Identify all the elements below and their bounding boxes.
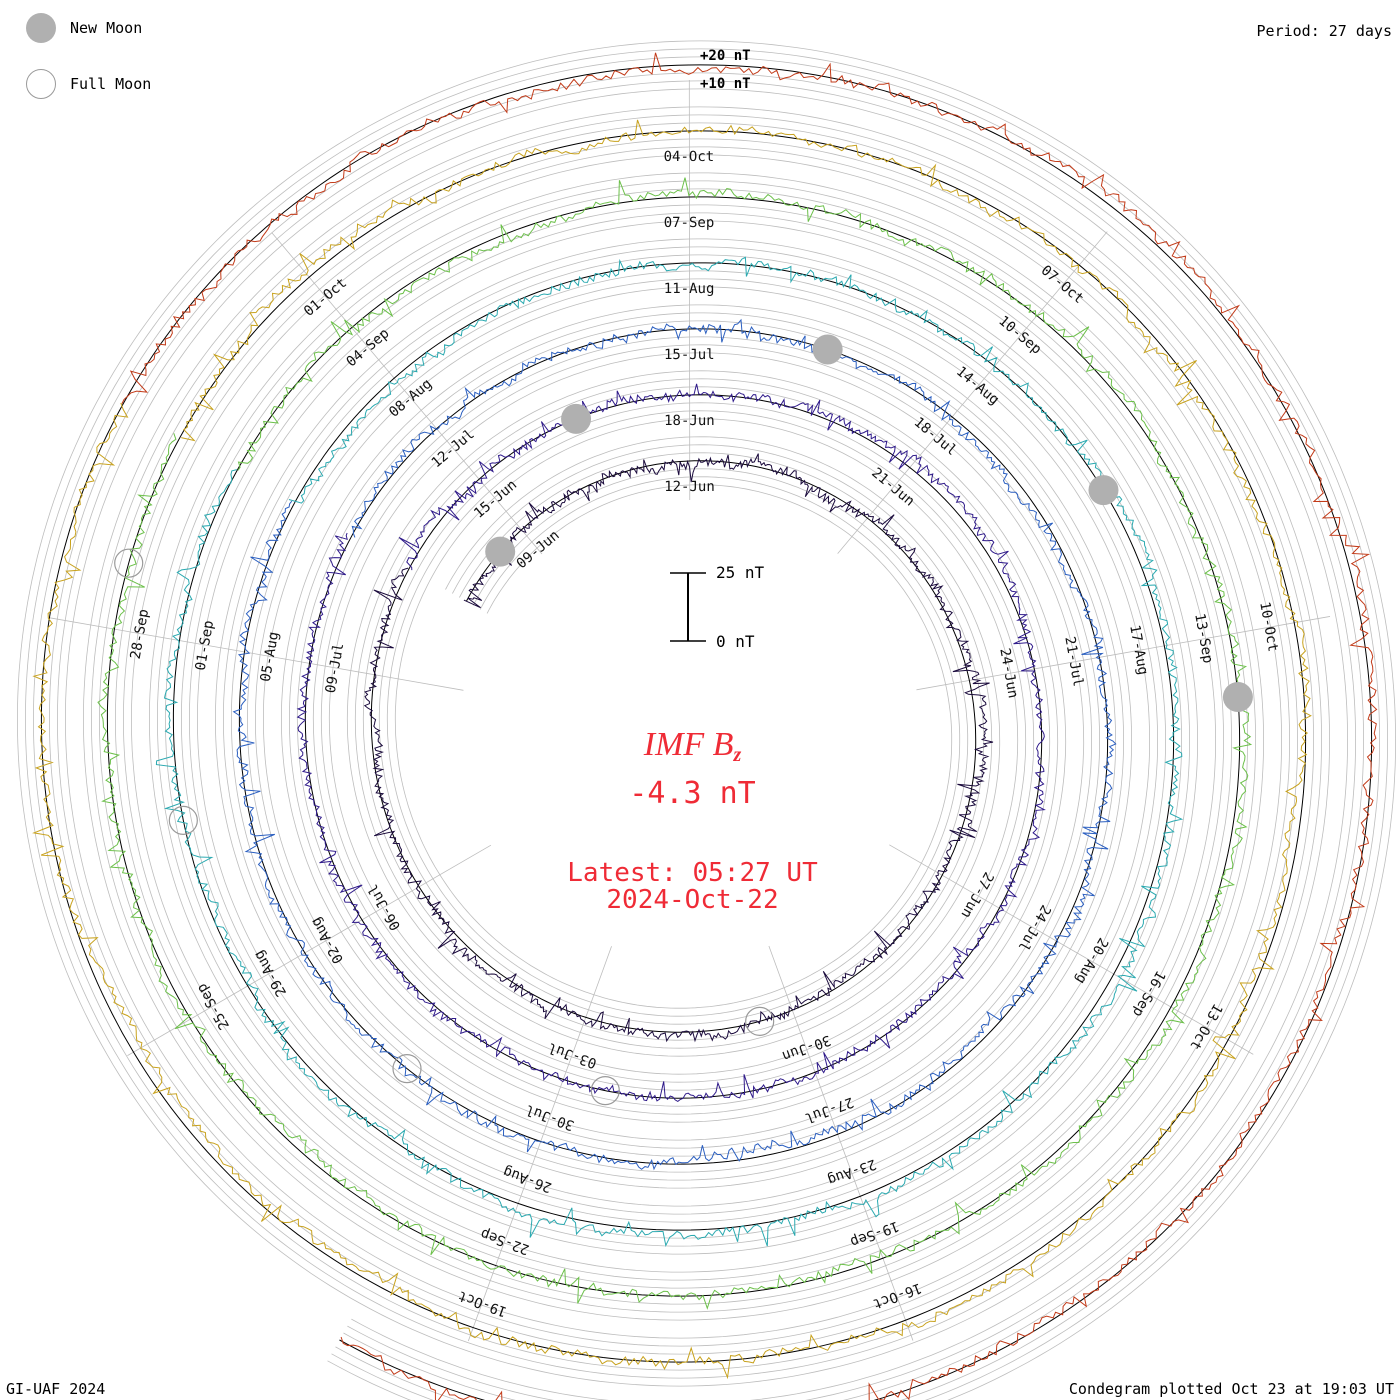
date-label: 04-Oct <box>664 149 715 165</box>
date-label: 13-Sep <box>1191 612 1216 665</box>
date-label: 12-Jun <box>664 479 715 495</box>
parameter-subscript: z <box>733 744 742 766</box>
footer-plotted: Condegram plotted Oct 23 at 19:03 UT <box>1068 1380 1394 1398</box>
date-label: 27-Jun <box>957 869 996 921</box>
date-label: 24-Jul <box>1015 902 1054 954</box>
day-spoke <box>768 945 914 1341</box>
date-label: 16-Oct <box>871 1279 924 1311</box>
date-label: 18-Jun <box>664 413 715 429</box>
new-moon-marker <box>1088 475 1119 506</box>
date-label: 10-Oct <box>1256 600 1281 653</box>
date-label: 09-Jun <box>514 527 563 572</box>
parameter-name: IMF B <box>643 726 734 763</box>
full-moon-marker <box>392 1054 422 1084</box>
grid-ring <box>48 72 1365 1400</box>
scale-bar-bottom-label: 0 nT <box>716 632 755 651</box>
bz-trace-5 <box>97 177 1253 1310</box>
date-label: 17-Aug <box>1126 624 1151 677</box>
day-spoke <box>49 617 464 691</box>
day-spoke <box>467 946 612 1342</box>
date-label: 11-Aug <box>664 281 715 297</box>
date-label: 21-Jun <box>868 465 917 510</box>
date-label: 19-Oct <box>456 1287 509 1319</box>
day-spoke <box>271 232 543 555</box>
bz-traces <box>32 52 1378 1400</box>
full-moon-icon <box>26 69 56 99</box>
date-label: 10-Sep <box>995 313 1044 358</box>
date-label: 21-Jul <box>1061 635 1086 688</box>
date-label: 13-Oct <box>1186 1001 1225 1053</box>
bz-trace-2 <box>296 383 1046 1103</box>
bz-trace-4 <box>155 256 1184 1248</box>
full-moon-marker <box>168 805 198 835</box>
bz-trace-3 <box>232 318 1117 1171</box>
date-label: 01-Sep <box>193 619 217 672</box>
date-label: 15-Jun <box>471 477 520 522</box>
latest-time: Latest: 05:27 UT <box>567 858 818 888</box>
legend-full-moon-label: Full Moon <box>70 75 152 93</box>
date-label: 28-Sep <box>128 608 152 661</box>
new-moon-marker <box>485 536 516 567</box>
grid-ring <box>32 56 1381 1400</box>
date-label: 27-Jul <box>803 1093 856 1125</box>
legend-new-moon-label: New Moon <box>70 19 143 37</box>
date-label: 12-Jul <box>429 426 478 471</box>
grid-ring <box>24 48 1389 1400</box>
date-label: 07-Oct <box>1038 262 1087 307</box>
latest-timestamp: Latest: 05:27 UT 2024-Oct-22 <box>500 858 885 916</box>
day-spoke <box>127 844 492 1056</box>
grid-ring <box>16 40 1397 1400</box>
scale-bar-top-label: 25 nT <box>716 563 765 582</box>
moon-markers <box>114 334 1253 1106</box>
date-label: 16-Sep <box>1129 968 1168 1020</box>
day-spoke <box>889 844 1254 1055</box>
day-spoke <box>916 616 1331 691</box>
date-label: 01-Oct <box>301 275 350 320</box>
date-label: 20-Aug <box>1072 935 1111 987</box>
day-spoke <box>837 231 1108 554</box>
date-label: 15-Jul <box>664 347 715 363</box>
grid-ring <box>56 80 1357 1400</box>
full-moon-marker <box>114 548 144 578</box>
date-label: 08-Aug <box>386 376 435 421</box>
date-label: 23-Aug <box>825 1155 878 1187</box>
bz-trace-6 <box>32 119 1312 1380</box>
new-moon-marker <box>1222 681 1253 712</box>
parameter-title: IMF Bz <box>500 726 885 767</box>
footer-credit: GI-UAF 2024 <box>6 1380 106 1398</box>
date-label: 09-Jul <box>323 642 347 695</box>
current-value: -4.3 nT <box>629 776 756 811</box>
legend-full-moon: Full Moon <box>26 69 151 99</box>
new-moon-marker <box>561 403 592 434</box>
period-label: Period: 27 days <box>1256 22 1392 40</box>
date-label: 24-Jun <box>996 647 1021 700</box>
scale-label-10: +10 nT <box>700 76 751 92</box>
full-moon-marker <box>745 1006 775 1036</box>
latest-date: 2024-Oct-22 <box>606 885 779 916</box>
new-moon-icon <box>26 13 56 43</box>
new-moon-marker <box>812 334 843 365</box>
date-label: 26-Aug <box>501 1163 554 1195</box>
bz-trace-1 <box>363 453 994 1043</box>
spiral-grid <box>16 40 1397 1400</box>
scale-label-20: +20 nT <box>700 48 751 64</box>
date-label: 14-Aug <box>953 364 1002 409</box>
legend-new-moon: New Moon <box>26 13 142 43</box>
date-label: 22-Sep <box>479 1225 532 1257</box>
date-label: 07-Sep <box>664 215 715 231</box>
full-moon-marker <box>590 1076 620 1106</box>
day-spokes <box>49 79 1331 1342</box>
bz-trace-7 <box>121 52 1378 1400</box>
date-label: 19-Sep <box>848 1217 901 1249</box>
grid-ring <box>64 88 1349 1400</box>
date-label: 05-Aug <box>258 631 282 684</box>
